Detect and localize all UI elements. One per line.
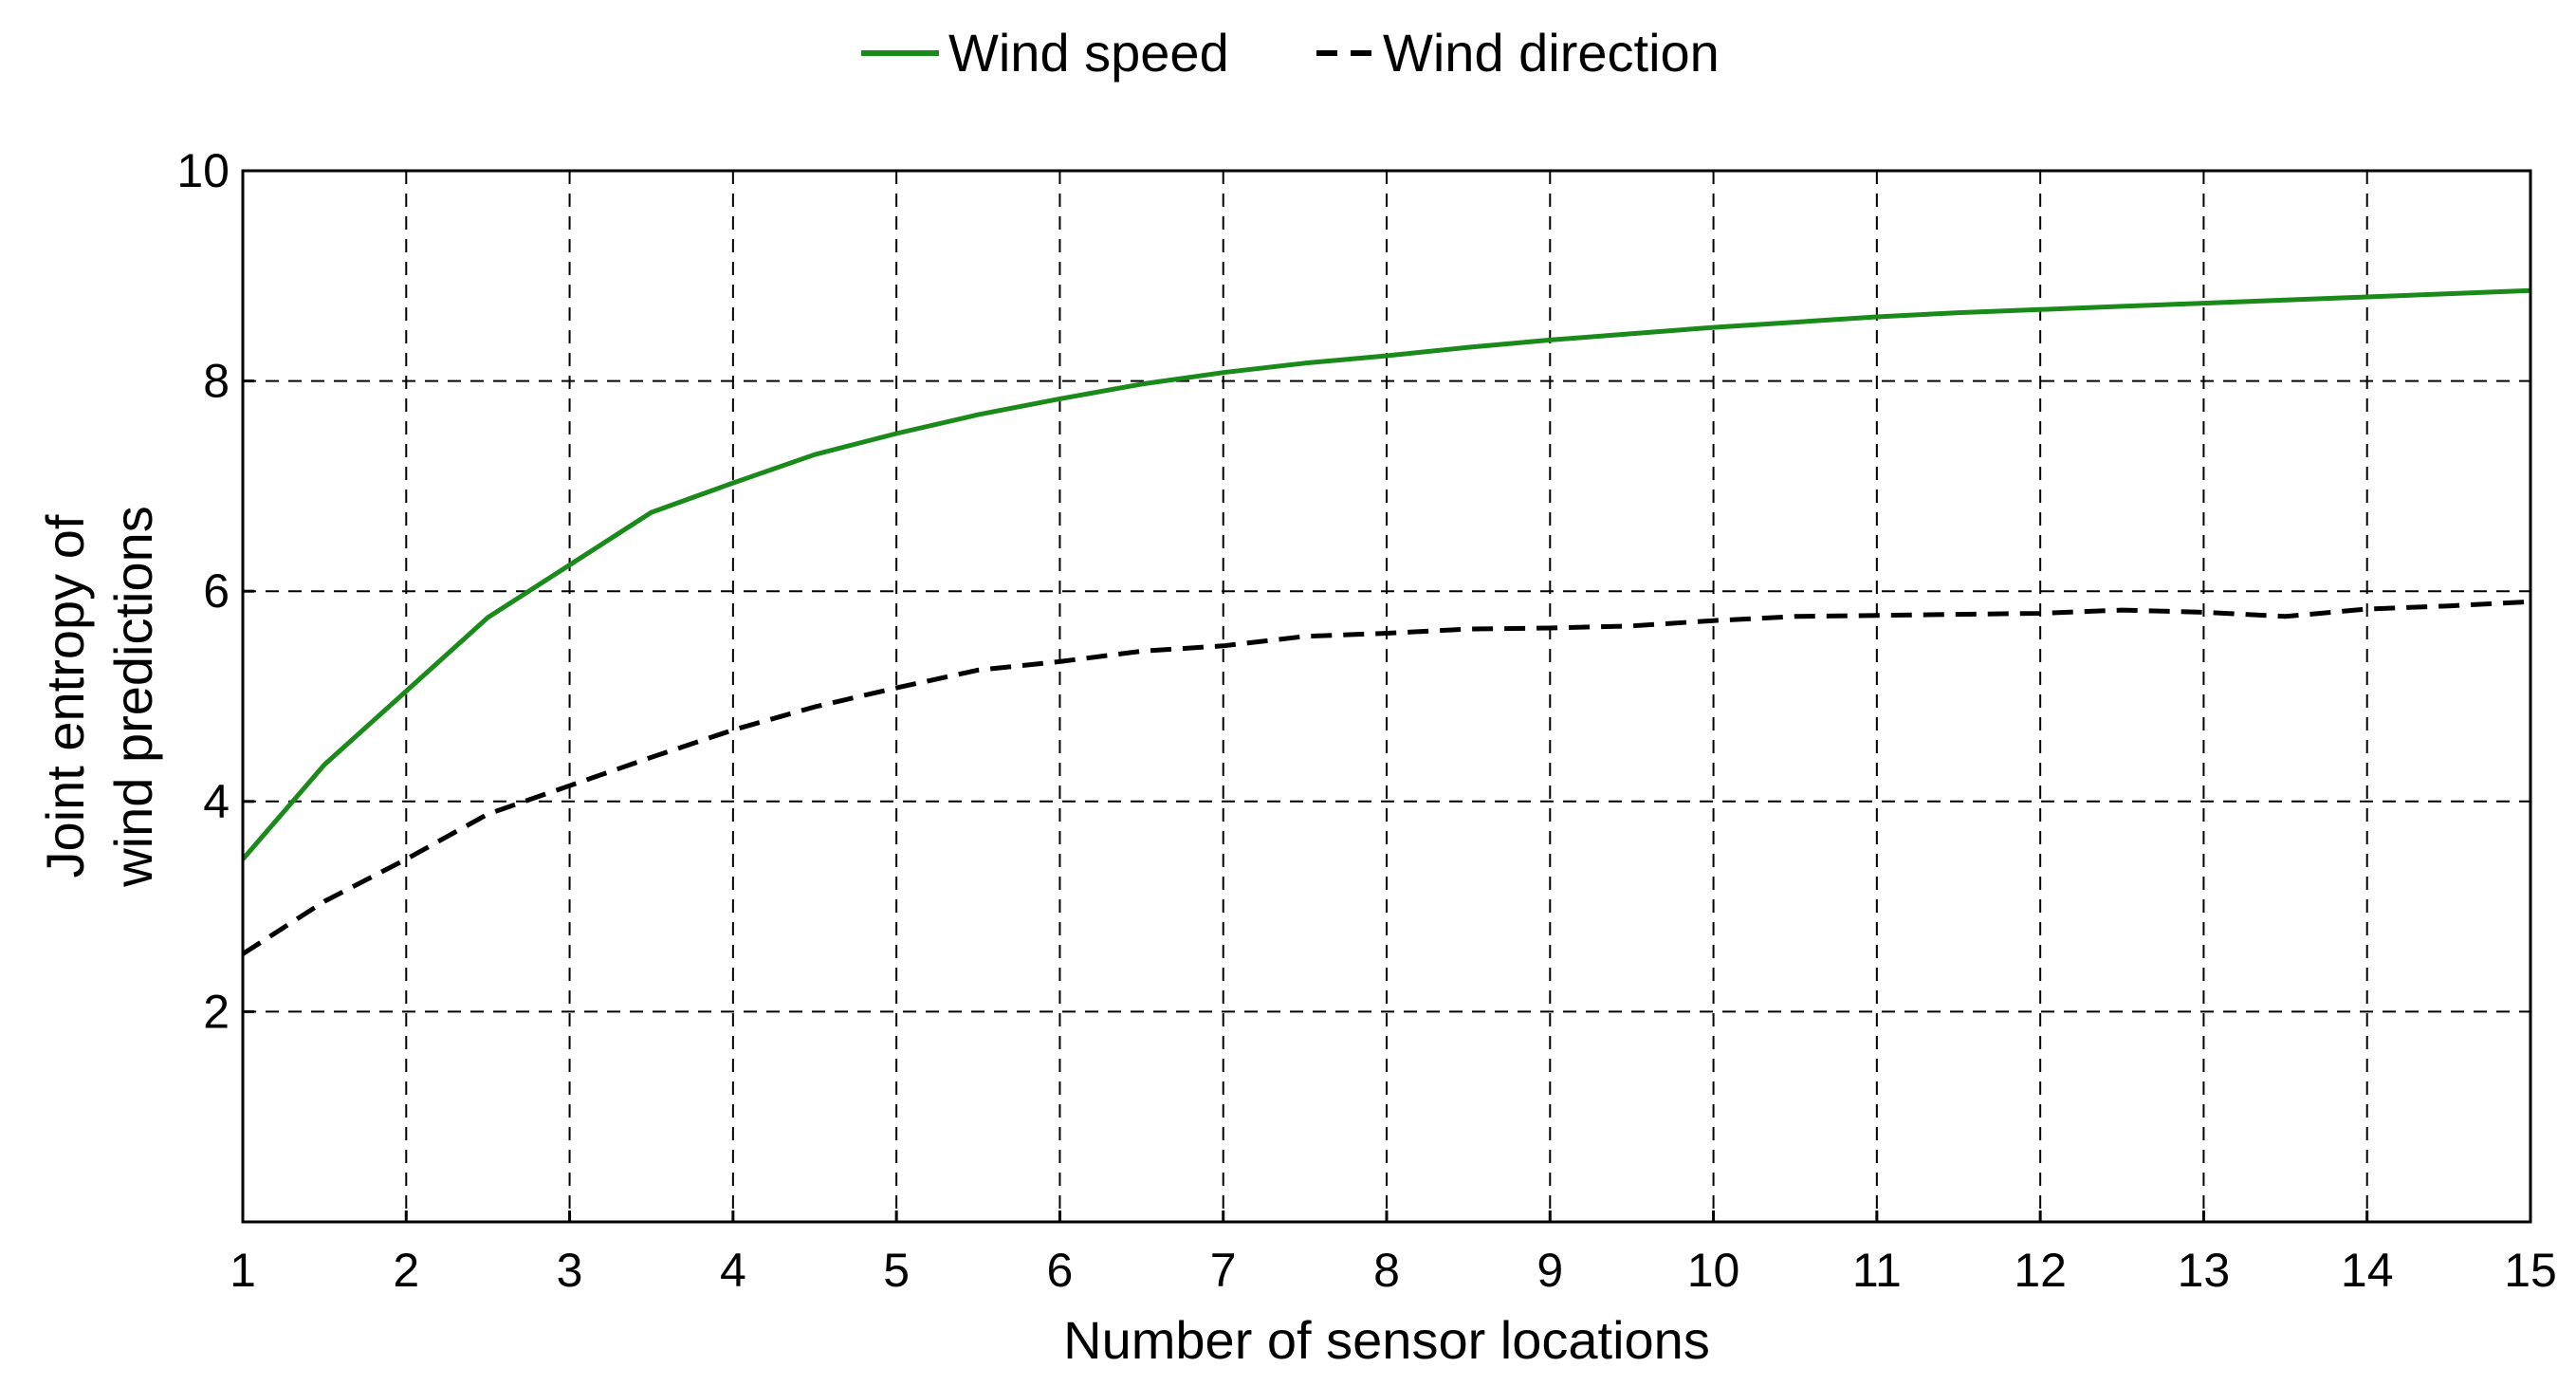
y-tick-label: 8 — [203, 355, 230, 408]
x-tick-label: 7 — [1210, 1244, 1237, 1297]
y-axis-title-line-1: Joint entropy of — [35, 514, 95, 878]
x-tick-label: 12 — [2014, 1244, 2067, 1297]
y-tick-label: 6 — [203, 564, 230, 618]
x-tick-label: 15 — [2504, 1244, 2557, 1297]
x-tick-label: 5 — [883, 1244, 910, 1297]
x-axis-title: Number of sensor locations — [1063, 1310, 1710, 1370]
y-tick-label: 4 — [203, 775, 230, 828]
series-line-wind-speed — [241, 287, 2531, 861]
grid — [243, 170, 2530, 1222]
x-tick-label: 9 — [1536, 1244, 1563, 1297]
x-tick-label: 14 — [2341, 1244, 2394, 1297]
x-tick-label: 11 — [1852, 1244, 1902, 1297]
x-tick-label: 6 — [1047, 1244, 1074, 1297]
x-tick-label: 8 — [1373, 1244, 1400, 1297]
x-tick-label: 13 — [2178, 1244, 2231, 1297]
x-axis-ticks: 1 2 3 4 5 6 7 8 9 10 11 12 13 14 15 — [230, 1210, 2557, 1297]
y-axis-title-line-2: wind predictions — [103, 506, 163, 888]
x-tick-label: 4 — [720, 1244, 746, 1297]
series-layer — [241, 287, 2531, 956]
y-tick-label: 2 — [203, 985, 230, 1038]
y-axis-ticks: 2 4 6 8 10 — [176, 144, 254, 1038]
series-line-wind-direction — [241, 599, 2531, 956]
legend-label: Wind speed — [948, 23, 1229, 83]
legend-label: Wind direction — [1383, 23, 1720, 83]
x-tick-label: 3 — [557, 1244, 583, 1297]
x-tick-label: 1 — [230, 1244, 256, 1297]
x-tick-label: 10 — [1687, 1244, 1740, 1297]
x-tick-label: 2 — [393, 1244, 419, 1297]
legend: Wind speed Wind direction — [861, 23, 1720, 83]
y-tick-label: 10 — [176, 144, 230, 197]
